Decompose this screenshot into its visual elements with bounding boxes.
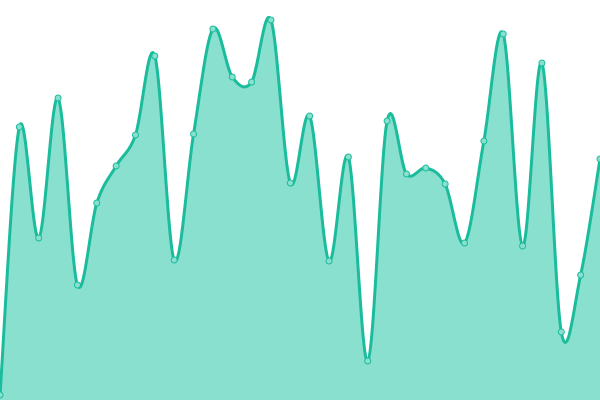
data-point-3 [54, 94, 62, 102]
data-point-2 [35, 234, 43, 242]
data-points [0, 16, 600, 399]
data-point-30 [577, 271, 585, 279]
data-point-9 [170, 256, 178, 264]
data-point-22 [422, 164, 430, 172]
area-fill [0, 17, 600, 400]
data-point-4 [73, 281, 81, 289]
data-point-27 [519, 242, 527, 250]
data-point-7 [131, 131, 139, 139]
data-point-21 [402, 170, 410, 178]
data-point-8 [151, 52, 159, 60]
data-point-16 [306, 112, 314, 120]
data-point-29 [557, 328, 565, 336]
data-point-11 [209, 25, 217, 33]
data-point-15 [286, 179, 294, 187]
data-point-24 [461, 239, 469, 247]
data-point-18 [344, 153, 352, 161]
data-point-10 [190, 130, 198, 138]
data-point-0 [0, 391, 4, 399]
data-point-28 [538, 59, 546, 67]
data-point-6 [112, 162, 120, 170]
data-point-1 [15, 123, 23, 131]
data-point-20 [383, 117, 391, 125]
data-point-5 [93, 199, 101, 207]
data-point-19 [364, 357, 372, 365]
data-point-13 [248, 78, 256, 86]
data-point-26 [499, 30, 507, 38]
data-point-17 [325, 257, 333, 265]
data-point-23 [441, 180, 449, 188]
data-point-12 [228, 73, 236, 81]
data-point-25 [480, 137, 488, 145]
data-point-31 [596, 155, 600, 163]
data-point-14 [267, 16, 275, 24]
